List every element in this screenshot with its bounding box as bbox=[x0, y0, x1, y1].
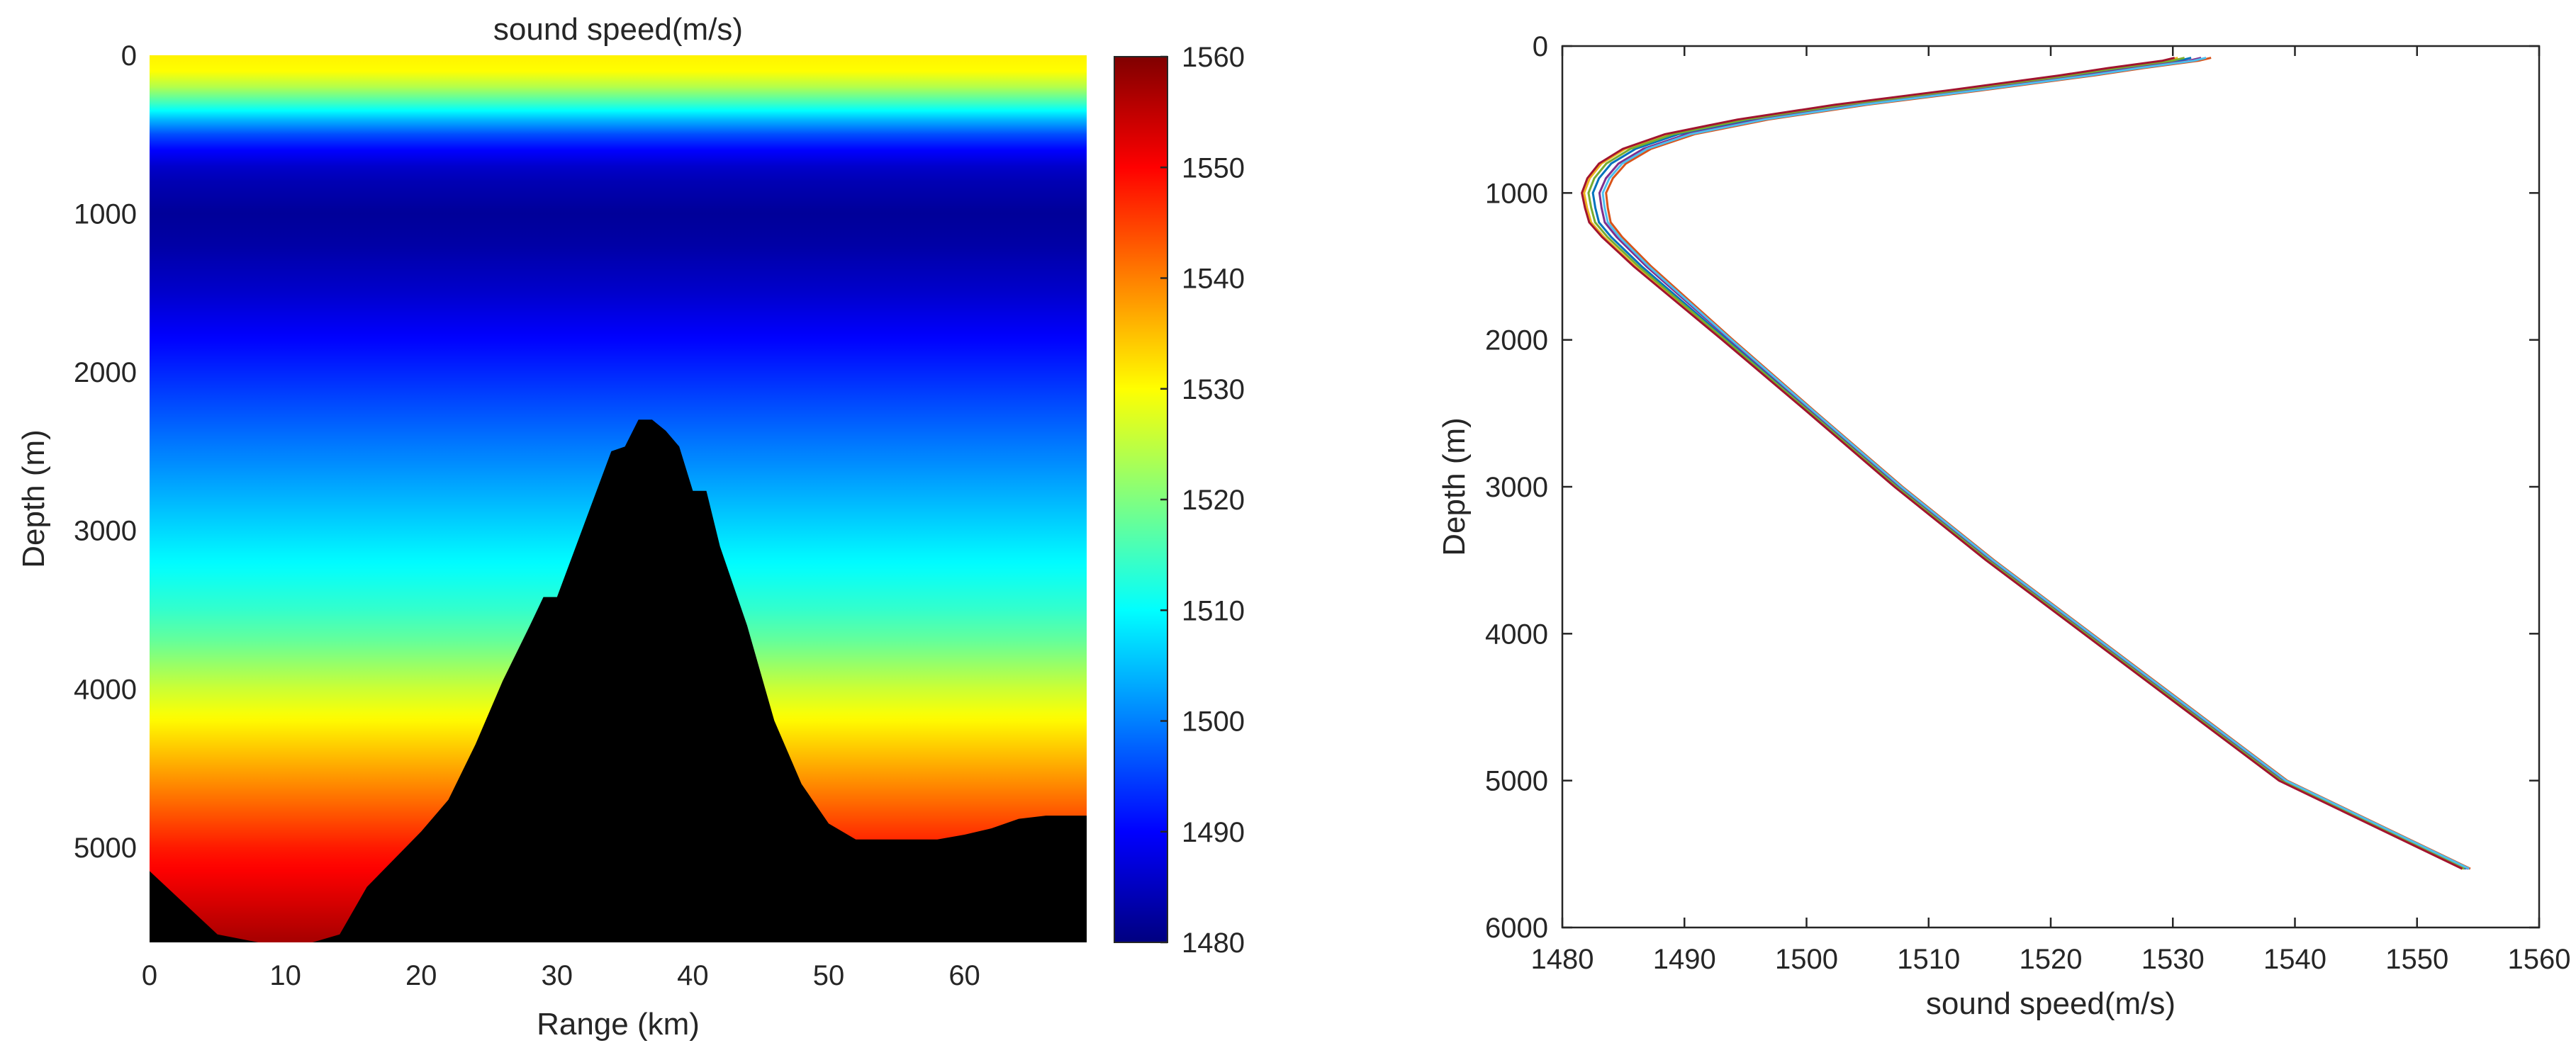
x-tick-label: 1510 bbox=[1897, 944, 1960, 975]
y-tick-label: 5000 bbox=[1485, 766, 1548, 797]
profile-line bbox=[1581, 57, 2463, 870]
y-tick-label: 1000 bbox=[1485, 178, 1548, 209]
y-tick-label: 6000 bbox=[1485, 913, 1548, 944]
x-axis-ticks: 1480 1490 1500 1510 1520 1530 1540 1550 1560 bbox=[1531, 46, 2571, 975]
x-tick-label: 1560 bbox=[2508, 944, 2571, 975]
x-tick-label: 0 bbox=[142, 960, 157, 991]
colorbar-tick-label: 1540 bbox=[1182, 264, 1245, 295]
y-tick-label: 3000 bbox=[74, 516, 137, 547]
y-tick-label: 0 bbox=[121, 40, 137, 72]
y-axis-ticks: 0 1000 2000 3000 4000 5000 6000 bbox=[1485, 31, 2539, 944]
x-tick-label: 60 bbox=[948, 960, 980, 991]
profile-line bbox=[1605, 57, 2471, 870]
x-tick-label: 40 bbox=[677, 960, 709, 991]
y-tick-label: 2000 bbox=[74, 357, 137, 388]
x-axis-label: sound speed(m/s) bbox=[1926, 986, 2175, 1021]
y-axis-label: Depth (m) bbox=[16, 429, 51, 568]
colorbar-tick-label: 1530 bbox=[1182, 374, 1245, 405]
plot-frame bbox=[1561, 45, 2541, 929]
chart-title: sound speed(m/s) bbox=[493, 12, 743, 47]
x-tick-label: 50 bbox=[813, 960, 845, 991]
y-tick-label: 5000 bbox=[74, 833, 137, 864]
x-tick-label: 1550 bbox=[2385, 944, 2448, 975]
colorbar-tick-label: 1510 bbox=[1182, 595, 1245, 626]
x-tick-label: 30 bbox=[542, 960, 573, 991]
colorbar-tick-label: 1520 bbox=[1182, 485, 1245, 516]
y-tick-label: 1000 bbox=[74, 199, 137, 230]
x-tick-label: 20 bbox=[405, 960, 437, 991]
x-tick-label: 1540 bbox=[2263, 944, 2326, 975]
y-tick-label: 4000 bbox=[1485, 619, 1548, 650]
y-axis-label: Depth (m) bbox=[1437, 417, 1472, 556]
profile-line bbox=[1583, 57, 2464, 870]
x-tick-label: 1490 bbox=[1653, 944, 1716, 975]
profile-line bbox=[1587, 57, 2465, 870]
seafloor-bathymetry bbox=[150, 419, 1087, 942]
x-tick-label: 1520 bbox=[2020, 944, 2083, 975]
profile-line bbox=[1591, 57, 2467, 870]
y-tick-label: 2000 bbox=[1485, 325, 1548, 356]
y-axis-ticks: 0 1000 2000 3000 4000 5000 bbox=[74, 40, 137, 864]
x-tick-label: 10 bbox=[269, 960, 301, 991]
x-axis-ticks: 0 10 20 30 40 50 60 bbox=[142, 960, 980, 991]
colorbar-ticks: 1480 1490 1500 1510 1520 1530 1540 1550 1560 bbox=[1160, 42, 1245, 959]
x-tick-label: 1530 bbox=[2141, 944, 2205, 975]
y-tick-label: 4000 bbox=[74, 674, 137, 705]
colorbar: 1480 1490 1500 1510 1520 1530 1540 1550 1560 bbox=[1114, 42, 1245, 959]
y-tick-label: 0 bbox=[1533, 31, 1548, 62]
sound-speed-profile-chart: 1480 1490 1500 1510 1520 1530 1540 1550 1560 0 10… bbox=[1437, 31, 2570, 1021]
profile-lines bbox=[1581, 57, 2471, 870]
sound-speed-section-chart: sound speed(m/s) 0 10 20 30 40 50 60 0 1000 2000… bbox=[16, 12, 1087, 1042]
colorbar-gradient bbox=[1114, 56, 1168, 943]
colorbar-tick-label: 1490 bbox=[1182, 817, 1245, 848]
x-axis-label: Range (km) bbox=[537, 1007, 700, 1042]
y-tick-label: 3000 bbox=[1485, 472, 1548, 503]
profile-line bbox=[1601, 57, 2470, 870]
colorbar-tick-label: 1560 bbox=[1182, 42, 1245, 73]
profile-line bbox=[1598, 57, 2469, 870]
colorbar-tick-label: 1480 bbox=[1182, 927, 1245, 959]
colorbar-tick-label: 1550 bbox=[1182, 152, 1245, 184]
x-tick-label: 1500 bbox=[1775, 944, 1838, 975]
colorbar-tick-label: 1500 bbox=[1182, 706, 1245, 738]
x-tick-label: 1480 bbox=[1531, 944, 1594, 975]
